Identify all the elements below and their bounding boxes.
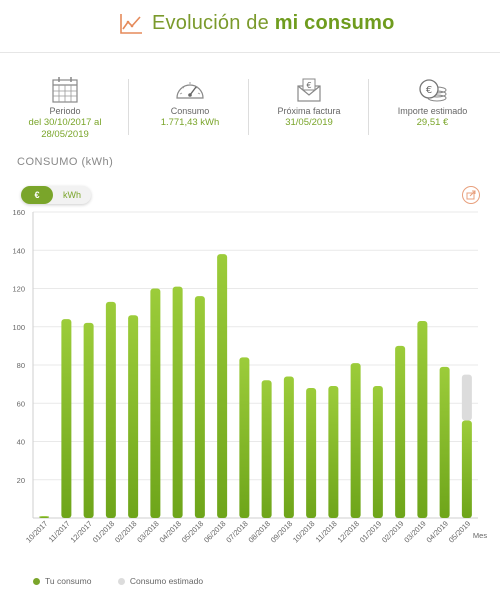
x-tick-label: 06/2018 <box>202 519 228 545</box>
chart-legend: Tu consumo Consumo estimado <box>33 576 227 586</box>
bar <box>372 386 383 518</box>
bar <box>172 286 183 518</box>
summary-label: Consumo <box>170 106 210 116</box>
bar <box>128 315 139 518</box>
toggle-euro[interactable]: € <box>21 186 53 204</box>
summary-proxima-factura: € Próxima factura 31/05/2019 <box>250 62 368 150</box>
summary-value-line: 29,51 € <box>416 117 449 128</box>
section-title: CONSUMO (kWh) <box>17 156 114 168</box>
x-tick-label: 07/2018 <box>224 519 250 545</box>
summary-value: del 30/10/2017 al 28/05/2019 <box>5 117 125 141</box>
y-tick-label: 120 <box>12 285 25 294</box>
x-tick-label: 10/2017 <box>24 519 50 545</box>
summary-value: 1.771,43 kWh <box>130 117 250 129</box>
legend-item-estimado: Consumo estimado <box>117 576 204 586</box>
x-tick-label: 03/2019 <box>402 519 428 545</box>
legend-dot <box>33 578 40 585</box>
y-tick-label: 80 <box>17 361 25 370</box>
divider <box>368 79 369 135</box>
y-tick-label: 20 <box>17 476 25 485</box>
title-bold: mi consumo <box>274 12 395 34</box>
legend-label: Consumo estimado <box>129 576 204 586</box>
summary-label: Próxima factura <box>277 106 341 116</box>
divider <box>128 79 129 135</box>
x-tick-label: 11/2017 <box>47 519 72 544</box>
x-tick-label: 04/2018 <box>157 519 183 545</box>
page-header: Evolución de mi consumo <box>0 0 500 53</box>
divider <box>248 79 249 135</box>
summary-value-line: 1.771,43 kWh <box>160 117 220 128</box>
summary-label: Importe estimado <box>397 106 468 116</box>
unit-toggle[interactable]: € kWh <box>21 186 91 204</box>
summary-consumo: Consumo 1.771,43 kWh <box>130 62 250 150</box>
bar <box>328 386 339 518</box>
x-tick-label: 10/2018 <box>291 519 317 545</box>
legend-label: Tu consumo <box>45 576 92 586</box>
x-tick-label: 01/2018 <box>91 519 117 545</box>
euro-coins-icon: € <box>418 79 446 102</box>
x-tick-label: 11/2018 <box>314 519 339 544</box>
y-tick-label: 100 <box>12 323 25 332</box>
x-tick-label: 02/2019 <box>380 519 406 545</box>
x-tick-label: 09/2018 <box>269 519 295 545</box>
summary-label: Periodo <box>49 106 81 116</box>
summary-value-line: 28/05/2019 <box>41 129 89 140</box>
x-axis-unit: Mes <box>473 531 487 540</box>
x-tick-label: 04/2019 <box>424 519 450 545</box>
gauge-icon <box>176 82 204 99</box>
bar <box>283 376 294 518</box>
legend-dot <box>117 578 125 585</box>
x-tick-label: 01/2019 <box>358 519 384 545</box>
svg-text:€: € <box>306 81 311 90</box>
bar-estimated <box>461 374 472 421</box>
title-light: Evolución de <box>152 12 269 34</box>
bar <box>217 254 228 518</box>
bar <box>194 296 205 518</box>
page-title: Evolución de mi consumo <box>152 12 394 35</box>
x-tick-label: 08/2018 <box>246 519 272 545</box>
summary-value-line: 31/05/2019 <box>285 117 333 128</box>
summary-panel: Periodo del 30/10/2017 al 28/05/2019 Con… <box>0 62 500 150</box>
summary-value: 31/05/2019 <box>250 117 368 129</box>
calendar-icon <box>52 77 78 103</box>
x-tick-label: 12/2017 <box>68 519 94 545</box>
legend-item-consumo: Tu consumo <box>33 576 91 586</box>
bar <box>239 357 250 518</box>
consumption-bar-chart: 2040608010012014016010/201711/201712/201… <box>12 208 487 545</box>
bar <box>439 366 450 518</box>
y-tick-label: 160 <box>12 208 25 217</box>
bar <box>261 380 272 518</box>
y-tick-label: 60 <box>17 399 25 408</box>
toggle-kwh[interactable]: kWh <box>63 190 81 200</box>
bar <box>105 301 116 518</box>
bar <box>61 319 72 518</box>
bar <box>83 322 94 518</box>
y-tick-label: 40 <box>17 438 25 447</box>
x-tick-label: 12/2018 <box>335 519 361 545</box>
bar <box>417 321 428 518</box>
summary-value: 29,51 € <box>370 117 495 129</box>
x-tick-label: 05/2018 <box>180 519 206 545</box>
chart-line-icon <box>120 14 142 34</box>
bar <box>39 516 50 518</box>
x-tick-label: 02/2018 <box>113 519 139 545</box>
y-tick-label: 140 <box>12 246 25 255</box>
bar <box>395 345 406 518</box>
summary-importe-estimado: € Importe estimado 29,51 € <box>370 62 495 150</box>
svg-text:€: € <box>425 85 431 96</box>
bar <box>461 420 472 518</box>
x-tick-label: 03/2018 <box>135 519 161 545</box>
summary-periodo: Periodo del 30/10/2017 al 28/05/2019 <box>5 62 125 150</box>
bar <box>150 288 161 518</box>
envelope-euro-icon: € <box>297 78 321 102</box>
bar <box>350 363 361 518</box>
bar <box>306 387 317 518</box>
share-icon[interactable] <box>462 186 480 204</box>
summary-value-line: del 30/10/2017 al <box>28 117 102 128</box>
x-tick-label: 05/2019 <box>447 519 473 545</box>
